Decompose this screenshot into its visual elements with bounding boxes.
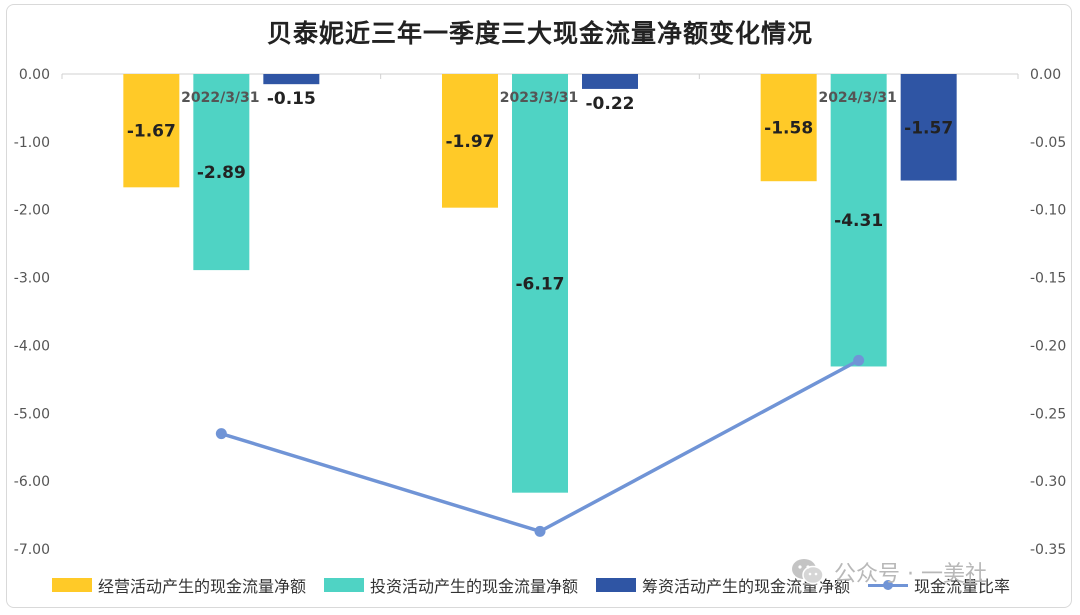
bar [582, 74, 638, 89]
bar-data-label: -1.97 [446, 132, 495, 152]
y-right-tick-label: -0.25 [1030, 406, 1066, 422]
line-point [534, 525, 546, 537]
wechat-icon [790, 557, 826, 587]
y-right-tick-label: -0.15 [1030, 271, 1066, 287]
y-left-tick-label: -1.00 [14, 135, 50, 151]
y-left-tick-label: -3.00 [14, 271, 50, 287]
bar-data-label: -0.22 [586, 94, 635, 114]
category-label: 2023/3/31 [500, 90, 578, 106]
chart-legend: 经营活动产生的现金流量净额 投资活动产生的现金流量净额 筹资活动产生的现金流量净额 现… [52, 572, 1028, 598]
legend-label: 现金流量比率 [914, 577, 1011, 596]
bar-data-label: -1.67 [127, 122, 176, 142]
y-left-tick-label: -5.00 [14, 406, 50, 422]
legend-swatch [324, 578, 365, 592]
y-left-tick-label: 0.00 [19, 67, 50, 83]
category-label: 2022/3/31 [181, 90, 259, 106]
y-right-tick-label: -0.35 [1030, 542, 1066, 558]
y-left-tick-label: -2.00 [14, 203, 50, 219]
line-point [853, 354, 865, 366]
watermark-text: 公众号 · 一美社 [834, 562, 987, 587]
bar-data-label: -2.89 [197, 163, 246, 183]
bar [760, 74, 817, 182]
legend-item: 经营活动产生的现金流量净额 [52, 573, 306, 597]
legend-item: 投资活动产生的现金流量净额 [324, 573, 578, 597]
bar-data-label: -1.58 [764, 119, 813, 139]
bar [263, 74, 320, 85]
bar [123, 74, 180, 188]
y-right-tick-label: -0.05 [1030, 135, 1066, 151]
legend-swatch [868, 578, 909, 592]
bar-data-label: -6.17 [516, 274, 565, 294]
legend-item: 现金流量比率 [868, 573, 1010, 597]
bar [442, 74, 498, 208]
category-label: 2024/3/31 [818, 90, 896, 106]
bar [512, 74, 568, 493]
y-right-tick-label: 0.00 [1030, 67, 1061, 83]
bar [193, 74, 250, 271]
line-point [215, 428, 227, 440]
legend-item: 筹资活动产生的现金流量净额 [596, 573, 850, 597]
chart-title: 贝泰妮近三年一季度三大现金流量净额变化情况 [266, 19, 813, 48]
legend-label: 筹资活动产生的现金流量净额 [642, 577, 851, 596]
legend-label: 经营活动产生的现金流量净额 [98, 577, 307, 596]
y-left-tick-label: -6.00 [14, 474, 50, 490]
bar-data-label: -0.15 [267, 89, 316, 109]
bar [900, 74, 957, 181]
bar-data-label: -1.57 [904, 118, 953, 138]
y-right-tick-label: -0.20 [1030, 338, 1066, 354]
bar [830, 74, 887, 367]
y-right-tick-label: -0.10 [1030, 203, 1066, 219]
legend-swatch [596, 578, 637, 592]
watermark: 公众号 · 一美社 [790, 556, 987, 588]
bar-data-label: -4.31 [834, 211, 883, 231]
legend-label: 投资活动产生的现金流量净额 [370, 577, 579, 596]
y-left-tick-label: -7.00 [14, 542, 50, 558]
legend-swatch [52, 578, 92, 592]
y-right-tick-label: -0.30 [1030, 474, 1066, 490]
y-left-tick-label: -4.00 [14, 338, 50, 354]
